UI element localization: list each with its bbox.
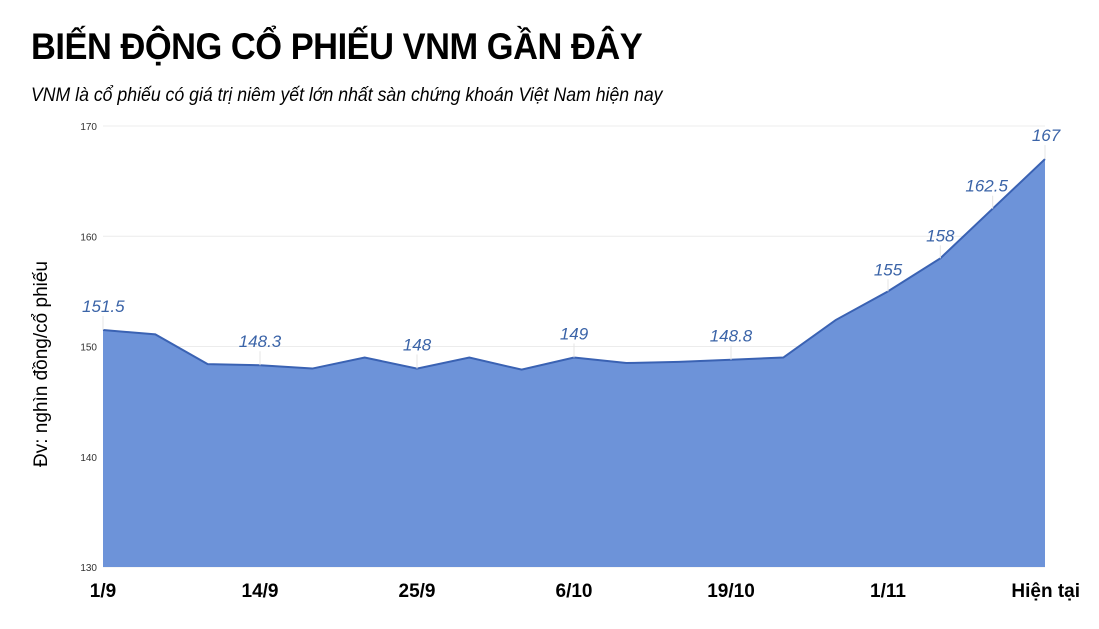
data-label: 151.5 — [82, 297, 125, 316]
data-label: 148.8 — [710, 327, 753, 346]
x-tick-label: 14/9 — [242, 581, 279, 602]
data-label: 148 — [403, 336, 432, 355]
data-labels: 151.5 148.3 148 149 148.8 155 158 162.5 167 — [82, 126, 1061, 354]
data-label: 167 — [1032, 126, 1061, 145]
y-tick-label: 140 — [80, 453, 97, 464]
data-label: 162.5 — [965, 177, 1008, 196]
y-tick-label: 170 — [80, 122, 97, 133]
data-label: 148.3 — [239, 332, 282, 351]
x-tick-label: 25/9 — [399, 581, 436, 602]
x-tick-label: 1/11 — [870, 581, 906, 602]
x-tick-label: Hiện tại — [1011, 581, 1080, 602]
x-tick-label: 1/9 — [90, 581, 116, 602]
data-label: 158 — [926, 226, 955, 245]
data-label: 149 — [560, 325, 589, 344]
area-fill — [103, 159, 1045, 567]
y-tick-label: 150 — [80, 343, 97, 354]
x-tick-label: 19/10 — [707, 581, 755, 602]
data-label-leaders — [102, 145, 1046, 369]
data-label: 155 — [874, 260, 903, 279]
chart-subtitle: VNM là cổ phiếu có giá trị niêm yết lớn … — [31, 85, 663, 106]
x-tick-label: 6/10 — [556, 581, 593, 602]
x-axis-ticks: 1/9 14/9 25/9 6/10 19/10 1/11 Hiện tại — [90, 581, 1080, 602]
chart-title: BIẾN ĐỘNG CỔ PHIẾU VNM GẦN ĐÂY — [31, 26, 643, 67]
y-tick-label: 130 — [80, 563, 97, 574]
y-axis-ticks: 130 140 150 160 170 — [80, 122, 97, 574]
y-tick-label: 160 — [80, 232, 97, 243]
